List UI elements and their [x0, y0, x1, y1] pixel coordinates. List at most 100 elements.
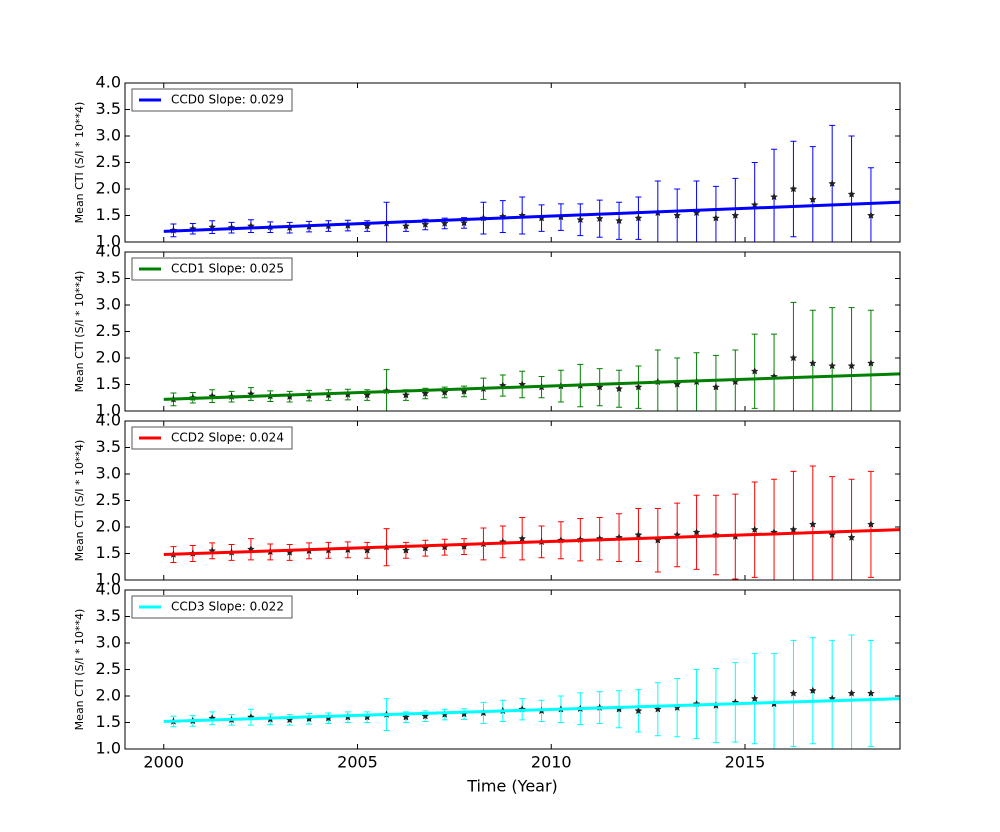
data-point — [518, 534, 527, 542]
data-point — [576, 215, 585, 224]
y-tick-label: 1.0 — [96, 570, 121, 589]
data-point — [634, 214, 643, 222]
data-point — [847, 190, 856, 198]
data-point — [867, 689, 875, 697]
y-tick-label: 2.5 — [96, 659, 121, 678]
plot-area — [163, 634, 900, 749]
plot-area — [163, 465, 900, 580]
y-tick-label: 2.0 — [96, 179, 121, 198]
data-point — [789, 353, 798, 362]
y-tick-label: 2.0 — [96, 517, 121, 536]
data-point — [847, 533, 856, 541]
panel: CCD0 Slope: 0.029 1.0 1.5 2.0 2.5 3.0 3.5 4.0 Me… — [73, 73, 901, 251]
y-tick-label: 4.0 — [96, 580, 121, 599]
y-tick-label: 3.0 — [96, 126, 121, 145]
data-point — [402, 222, 410, 230]
data-point — [634, 530, 643, 539]
data-point — [634, 383, 643, 391]
x-tick-label: 2000 — [143, 753, 184, 772]
x-tick-label: 2010 — [531, 753, 572, 772]
y-axis-label: Mean CTI (S/I * 10**4) — [73, 440, 86, 562]
x-axis-label: Time (Year) — [466, 777, 558, 796]
data-point — [750, 200, 759, 209]
x-tick-label: 2005 — [337, 753, 378, 772]
y-tick-label: 3.0 — [96, 633, 121, 652]
legend-box — [131, 595, 293, 619]
y-tick-label: 4.0 — [96, 242, 121, 261]
data-point — [363, 391, 371, 399]
y-tick-label: 1.5 — [96, 543, 121, 562]
data-point — [692, 528, 701, 536]
y-tick-label: 2.5 — [96, 490, 121, 509]
data-point — [402, 391, 410, 399]
data-point — [867, 211, 875, 219]
data-point — [847, 361, 856, 370]
y-tick-label: 2.0 — [96, 686, 121, 705]
data-point — [731, 211, 740, 219]
legend-label: CCD3 Slope: 0.022 — [171, 600, 284, 614]
data-point — [770, 192, 778, 201]
data-point — [789, 689, 798, 697]
legend-box — [131, 426, 293, 450]
data-point — [653, 705, 662, 713]
data-point — [402, 713, 410, 721]
data-point — [421, 712, 430, 720]
y-tick-label: 3.5 — [96, 268, 121, 287]
y-axis-label: Mean CTI (S/I * 10**4) — [73, 102, 86, 224]
y-tick-label: 2.0 — [96, 348, 121, 367]
y-tick-label: 1.0 — [96, 401, 121, 420]
y-tick-label: 3.0 — [96, 464, 121, 483]
data-point — [750, 694, 759, 702]
fit-line — [163, 528, 900, 557]
data-point — [595, 383, 604, 391]
fit-line — [163, 200, 900, 233]
y-tick-label: 1.0 — [96, 739, 121, 758]
data-point — [673, 380, 681, 388]
fit-line — [163, 372, 900, 401]
legend-box — [131, 88, 293, 112]
data-point — [828, 361, 837, 370]
panel: CCD1 Slope: 0.025 1.0 1.5 2.0 2.5 3.0 3.5 4.0 Me… — [73, 242, 901, 420]
y-axis-label: Mean CTI (S/I * 10**4) — [73, 609, 86, 731]
data-point — [460, 218, 468, 227]
data-point — [634, 706, 643, 715]
data-point — [421, 389, 430, 397]
data-point — [712, 383, 720, 391]
y-tick-label: 1.0 — [96, 232, 121, 251]
plot-area — [163, 124, 900, 242]
y-tick-label: 1.5 — [96, 374, 121, 393]
data-point — [828, 179, 836, 187]
y-tick-label: 1.5 — [96, 712, 121, 731]
data-point — [750, 367, 759, 375]
y-tick-label: 2.5 — [96, 321, 121, 340]
x-tick-label: 2015 — [725, 753, 766, 772]
fit-line — [163, 697, 900, 723]
y-axis-label: Mean CTI (S/I * 10**4) — [73, 271, 86, 393]
y-tick-label: 2.5 — [96, 152, 121, 171]
data-point — [673, 211, 681, 219]
data-point — [828, 530, 837, 539]
panel: CCD3 Slope: 0.022 1.0 1.5 2.0 2.5 3.0 3.5 4.0 20… — [73, 580, 901, 796]
y-tick-label: 4.0 — [96, 73, 121, 92]
y-tick-label: 3.5 — [96, 606, 121, 625]
legend-label: CCD1 Slope: 0.025 — [171, 262, 284, 276]
data-point — [440, 219, 449, 227]
legend-label: CCD0 Slope: 0.029 — [171, 93, 284, 107]
data-point — [809, 195, 817, 203]
data-point — [847, 689, 856, 697]
legend-box — [131, 257, 293, 281]
data-point — [809, 686, 817, 694]
legend-label: CCD2 Slope: 0.024 — [171, 431, 284, 445]
data-point — [867, 520, 875, 528]
data-point — [789, 525, 798, 533]
plot-area — [163, 301, 900, 411]
y-tick-label: 3.0 — [96, 295, 121, 314]
data-point — [867, 359, 875, 367]
y-tick-label: 3.5 — [96, 437, 121, 456]
y-tick-label: 1.5 — [96, 205, 121, 224]
panel: CCD2 Slope: 0.024 1.0 1.5 2.0 2.5 3.0 3.5 4.0 Me… — [73, 411, 901, 589]
data-point — [421, 220, 430, 228]
data-point — [440, 388, 449, 396]
data-point — [808, 520, 817, 528]
